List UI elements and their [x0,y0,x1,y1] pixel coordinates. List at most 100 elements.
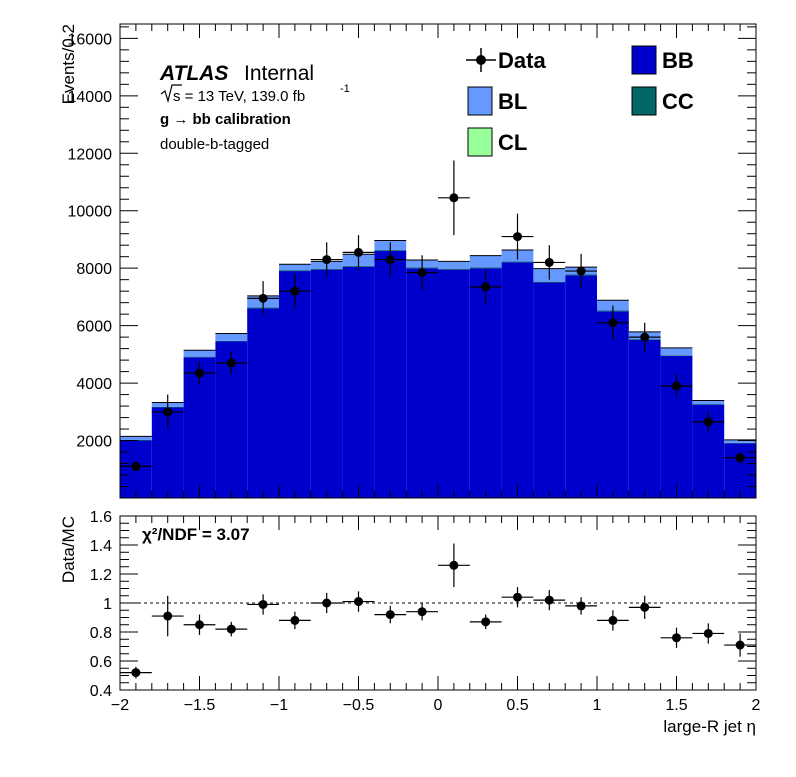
ratio-ytick-label-0: 0.4 [90,683,112,700]
legend-label-bl: BL [498,89,527,114]
data-point-9 [418,268,427,277]
bar-cc-12 [502,262,534,263]
main-ytick-label-4: 10000 [68,204,113,221]
bar-bl-11 [470,256,502,267]
data-point-18 [704,417,713,426]
x-tick-label-8: 2 [752,697,761,714]
data-point-10 [449,193,458,202]
chi2-label: χ²/NDF = 3.07 [142,525,250,544]
bar-bl-0 [120,437,152,440]
data-point-2 [195,369,204,378]
ratio-point-7 [354,597,363,606]
legend-entry-cc: CC [632,87,694,115]
bar-cc-17 [661,355,693,356]
bar-bl-3 [215,334,247,341]
data-point-14 [577,267,586,276]
x-tick-label-2: −1 [270,697,288,714]
data-point-13 [545,258,554,267]
ratio-point-6 [322,599,331,608]
ratio-point-5 [290,616,299,625]
legend-label-bb: BB [662,48,694,73]
bar-bb-14 [565,275,597,498]
main-ytick-label-1: 4000 [76,376,112,393]
calibration-label: g → bb calibration [160,111,291,128]
data-point-6 [322,255,331,264]
bar-cc-19 [724,443,756,444]
atlas-label: ATLAS [159,62,228,85]
legend-entry-cl: CL [468,128,527,156]
data-point-15 [608,318,617,327]
bar-cc-2 [184,357,216,358]
data-point-8 [386,255,395,264]
legend-marker-data [476,55,486,65]
bar-bb-8 [374,251,406,498]
x-tick-label-7: 1.5 [665,697,687,714]
legend-swatch-cc [632,87,656,115]
ratio-point-12 [513,593,522,602]
data-point-3 [227,358,236,367]
x-tick-label-0: −2 [111,697,129,714]
bar-cc-10 [438,269,470,270]
legend-label-data: Data [498,48,546,73]
ratio-point-17 [672,633,681,642]
data-point-12 [513,232,522,241]
bar-cc-3 [215,341,247,342]
ratio-point-4 [259,600,268,609]
ratio-point-8 [386,610,395,619]
bar-bl-2 [184,350,216,356]
ratio-point-15 [608,616,617,625]
legend-label-cl: CL [498,130,527,155]
bar-bb-9 [406,268,438,498]
data-point-0 [131,462,140,471]
x-tick-label-1: −1.5 [184,697,216,714]
energy-lumi-label: s = 13 TeV, 139.0 fb [173,88,305,105]
main-ytick-label-0: 2000 [76,434,112,451]
bar-bl-18 [692,401,724,404]
ratio-point-10 [449,561,458,570]
ratio-point-2 [195,620,204,629]
ratio-ytick-label-6: 1.6 [90,509,112,526]
legend-swatch-bb [632,46,656,74]
ratio-point-13 [545,596,554,605]
x-tick-label-5: 0.5 [506,697,528,714]
bar-cc-18 [692,404,724,405]
bar-bl-10 [438,262,470,269]
data-point-4 [259,294,268,303]
x-tick-label-4: 0 [434,697,443,714]
legend-swatch-cl [468,128,492,156]
bar-bb-7 [343,267,375,498]
lumi-exponent: -1 [340,83,350,95]
ratio-point-19 [736,641,745,650]
ratio-point-1 [163,612,172,621]
ratio-ytick-label-2: 0.8 [90,625,112,642]
ratio-y-axis-title: Data/MC [59,516,78,583]
bar-bb-16 [629,340,661,498]
bar-bb-6 [311,270,343,498]
bar-bb-13 [533,283,565,498]
x-tick-label-3: −0.5 [343,697,375,714]
ratio-point-9 [418,607,427,616]
data-point-5 [290,287,299,296]
legend-entry-bb: BB [632,46,694,74]
data-point-7 [354,248,363,257]
ratio-ytick-label-3: 1 [103,596,112,613]
main-ytick-label-5: 12000 [68,146,113,163]
legend-label-cc: CC [662,89,694,114]
tagging-label: double-b-tagged [160,136,269,153]
bar-bb-10 [438,270,470,498]
ratio-point-14 [577,601,586,610]
legend-swatch-bl [468,87,492,115]
bar-bb-4 [247,308,279,498]
ratio-point-0 [131,668,140,677]
y-axis-title: Events/0.2 [59,24,78,104]
bar-bl-17 [661,348,693,355]
bar-cc-5 [279,270,311,271]
ratio-point-16 [640,603,649,612]
x-tick-label-6: 1 [593,697,602,714]
data-point-16 [640,333,649,342]
bar-cc-13 [533,282,565,283]
ratio-ytick-label-4: 1.2 [90,567,112,584]
data-point-19 [736,453,745,462]
data-point-17 [672,381,681,390]
